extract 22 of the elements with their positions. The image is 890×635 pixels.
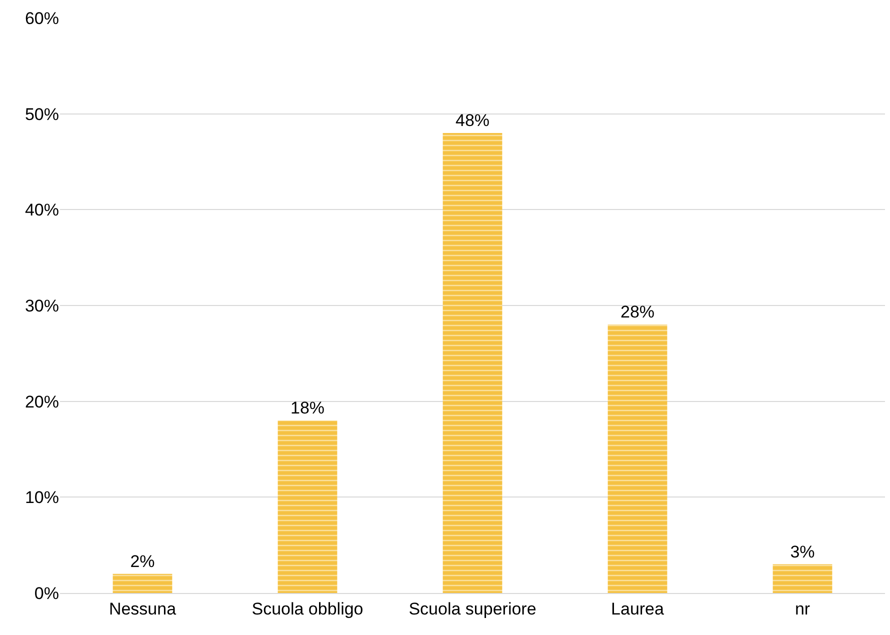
data-label: 3% [790, 542, 815, 562]
bar [278, 420, 338, 593]
x-tick-label: Nessuna [108, 599, 177, 618]
data-label: 28% [620, 302, 655, 322]
x-tick-label: nr [794, 599, 810, 618]
y-tick-label: 20% [24, 392, 59, 412]
x-tick-label: Laurea [611, 599, 665, 618]
y-tick-label: 30% [24, 296, 59, 316]
y-tick-label: 0% [34, 584, 59, 603]
bar [772, 564, 832, 593]
data-label: 18% [290, 398, 325, 418]
y-tick-label: 10% [24, 488, 59, 508]
y-tick-label: 50% [24, 104, 59, 124]
data-label: 2% [130, 552, 155, 571]
x-tick-label: Scuola superiore [408, 599, 536, 618]
bar [442, 133, 502, 593]
bar [608, 324, 668, 593]
data-label: 48% [455, 111, 490, 130]
y-tick-label: 40% [24, 200, 59, 220]
bar [112, 574, 172, 593]
x-tick-label: Scuola obbligo [252, 599, 364, 618]
y-tick-label: 60% [24, 8, 59, 28]
